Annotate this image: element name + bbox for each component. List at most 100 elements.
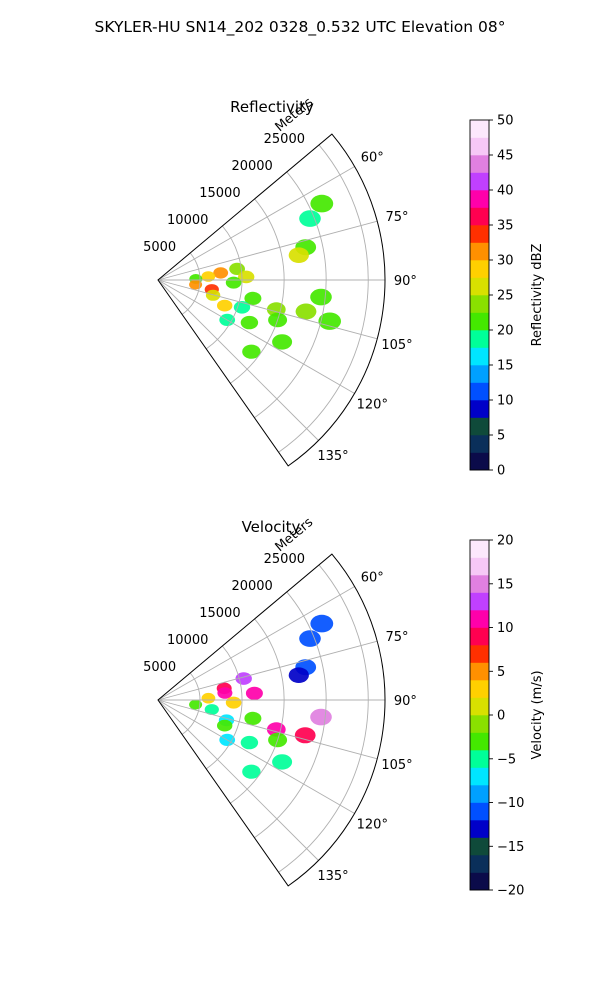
velocity-echo-cell [288,667,309,683]
reflectivity-colorbar-segment [470,417,489,436]
reflectivity-azimuth-gridline [157,166,355,281]
velocity-echo-cell [201,692,216,704]
reflectivity-range-tick-label: 25000 [264,132,305,147]
figure-title: SKYLER-HU SN14_202 0328_0.532 UTC Elevat… [95,18,506,37]
reflectivity-sector-frame [157,133,386,467]
velocity-azimuth-gridline [157,586,355,701]
reflectivity-range-ring [254,171,327,419]
velocity-colorbar-tick-label: −15 [497,840,524,855]
velocity-echo-cell [240,735,259,750]
reflectivity-azimuth-gridline [157,279,378,340]
reflectivity-colorbar-tick-label: 45 [497,149,514,164]
velocity-colorbar: −20 −15 −10 −5 0 5 10 15 20 Velocity (m/s) [469,534,545,899]
reflectivity-echo-cell [318,312,342,330]
velocity-colorbar-segment [470,627,489,646]
velocity-colorbar-segment [470,732,489,751]
reflectivity-range-tick-label: 20000 [231,159,272,174]
velocity-colorbar-tick-label: 10 [497,621,514,636]
velocity-colorbar-segment [470,715,489,733]
reflectivity-echo-cell [213,267,229,279]
reflectivity-colorbar-segment [470,347,489,366]
velocity-colorbar-segment [470,662,489,681]
reflectivity-colorbar-tick-label: 50 [497,114,514,129]
velocity-colorbar-tick-label: 5 [497,665,505,680]
reflectivity-echo-cell [217,299,233,312]
velocity-sector-frame [157,553,386,887]
velocity-echo-field [189,614,334,779]
reflectivity-colorbar-segment [470,435,489,453]
reflectivity-range-ring [181,252,201,315]
reflectivity-colorbar-label: Reflectivity dBZ [530,244,545,347]
reflectivity-range-ring [205,225,243,350]
reflectivity-colorbar-tick-label: 40 [497,184,514,199]
reflectivity-echo-cell [299,210,321,227]
reflectivity-echo-cell [310,288,332,306]
reflectivity-azimuth-gridline [157,279,355,394]
reflectivity-colorbar-segment [470,120,489,138]
velocity-azimuth-tick-label: 120° [357,818,388,833]
velocity-range-ring [278,564,369,873]
reflectivity-colorbar-segment [470,225,489,243]
reflectivity-colorbar-segment [470,207,489,226]
reflectivity-colorbar: 0 5 10 15 20 25 30 35 40 45 50 Reflectivity dBZ [469,114,545,479]
velocity-range-ring [205,645,243,770]
velocity-azimuth-tick-label: 105° [381,758,412,773]
reflectivity-echo-cell [288,247,309,263]
velocity-colorbar-tick-label: −10 [497,796,524,811]
velocity-range-tick-label: 25000 [264,552,305,567]
velocity-echo-cell [272,754,293,770]
velocity-echo-cell [244,711,262,726]
velocity-range-tick-label: 5000 [143,660,176,675]
velocity-colorbar-segment [470,697,489,716]
reflectivity-echo-cell [205,289,221,301]
reflectivity-panel: Reflectivity 500010000150002000025000Met… [143,95,417,467]
velocity-colorbar-segment [470,767,489,786]
reflectivity-colorbar-segment [470,365,489,383]
reflectivity-colorbar-tick-label: 15 [497,359,514,374]
velocity-colorbar-segment [470,592,489,611]
velocity-colorbar-tick-label: 20 [497,534,514,549]
reflectivity-azimuth-tick-label: 90° [394,274,417,289]
velocity-echo-cell [217,719,233,732]
reflectivity-azimuth-tick-label: 60° [361,150,384,165]
reflectivity-echo-cell [295,303,317,320]
reflectivity-colorbar-tick-label: 25 [497,289,514,304]
velocity-echo-cell [310,708,332,726]
reflectivity-colorbar-segment [470,277,489,296]
reflectivity-range-tick-label: 10000 [167,213,208,228]
reflectivity-colorbar-tick-label: 30 [497,254,514,269]
reflectivity-range-ring [278,144,369,453]
velocity-range-ring [181,672,201,735]
reflectivity-colorbar-segment [470,172,489,191]
velocity-colorbar-tick-label: −20 [497,884,524,899]
velocity-range-tick-label: 20000 [231,579,272,594]
reflectivity-echo-cell [201,271,216,282]
reflectivity-azimuth-gridline [157,220,378,281]
velocity-range-tick-label: 15000 [199,606,240,621]
reflectivity-colorbar-tick-label: 20 [497,324,514,339]
reflectivity-echo-cell [310,194,334,213]
velocity-colorbar-tick-label: 0 [497,709,505,724]
velocity-echo-cell [299,630,321,647]
reflectivity-azimuth-gridline [157,279,319,441]
velocity-azimuth-gridline [157,699,355,814]
reflectivity-azimuth-tick-label: 120° [357,398,388,413]
reflectivity-title: Reflectivity [230,98,314,116]
reflectivity-range-tick-label: 5000 [143,240,176,255]
velocity-range-ring [254,591,327,839]
reflectivity-colorbar-tick-label: 10 [497,394,514,409]
reflectivity-colorbar-segment [470,155,489,173]
velocity-title: Velocity [242,518,301,536]
reflectivity-colorbar-segment [470,312,489,331]
reflectivity-echo-cell [242,344,261,359]
reflectivity-echo-cell [189,279,203,290]
reflectivity-azimuth-tick-label: 75° [385,210,408,225]
reflectivity-colorbar-segment [470,452,489,471]
reflectivity-echo-cell [240,315,259,330]
reflectivity-colorbar-segment [470,242,489,261]
reflectivity-azimuth-tick-label: 135° [317,449,348,464]
reflectivity-echo-cell [272,334,293,350]
velocity-echo-cell [217,687,233,699]
velocity-colorbar-segment [470,680,489,698]
